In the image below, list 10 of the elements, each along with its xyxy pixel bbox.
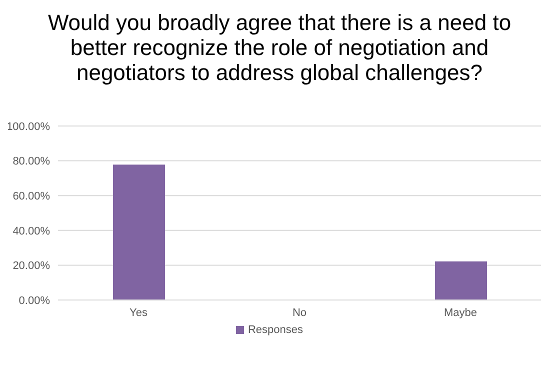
y-tick-label: 40.00% [12, 225, 50, 238]
x-tick-label: Maybe [444, 306, 478, 319]
chart-title: Would you broadly agree that there is a need to better recognize the role of negotiation and negotiators to address global challenges? [46, 9, 512, 87]
y-tick-label: 20.00% [12, 260, 50, 272]
x-tick-label: Yes [130, 306, 148, 319]
y-tick-label: 80.00% [12, 156, 50, 168]
y-tick-label: 0.00% [18, 294, 50, 307]
x-tick-label: No [292, 306, 307, 319]
y-tick-label: 60.00% [12, 190, 50, 203]
legend-label: Responses [248, 324, 304, 336]
